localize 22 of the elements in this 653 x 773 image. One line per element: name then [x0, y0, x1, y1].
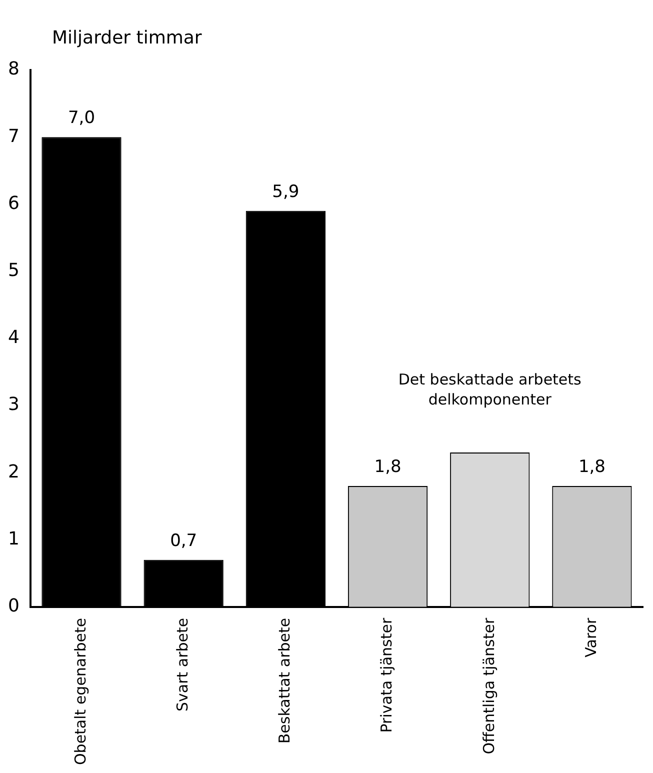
y-tick-label: 3 [8, 394, 20, 416]
x-tick-label: Offentliga tjänster [480, 617, 498, 754]
data-label: 1,8 [578, 456, 606, 477]
data-label: 5,9 [272, 182, 300, 202]
y-axis-title: Miljarder timmar [52, 28, 202, 49]
x-tick-label: Obetalt egenarbete [71, 618, 90, 766]
annotation: Det beskattade arbetets delkomponenter [398, 370, 582, 409]
y-tick-label: 5 [8, 260, 20, 281]
y-tick-label: 8 [8, 58, 20, 80]
x-tick-label: Varor [582, 617, 600, 658]
data-label: 1,8 [374, 456, 402, 477]
y-tick-label: 4 [8, 327, 20, 348]
data-label: 7,0 [68, 108, 96, 128]
data-label: 0,7 [170, 530, 198, 551]
x-tick-label: Svart arbete [173, 618, 192, 712]
y-tick-label: 1 [8, 528, 20, 550]
x-tick-label: Beskattat arbete [276, 618, 294, 744]
y-tick-label: 7 [8, 126, 20, 147]
x-tick-label: Privata tjänster [378, 617, 396, 733]
y-tick-label: 2 [8, 461, 20, 482]
y-tick-label: 0 [8, 596, 20, 617]
y-tick-label: 6 [8, 192, 20, 214]
